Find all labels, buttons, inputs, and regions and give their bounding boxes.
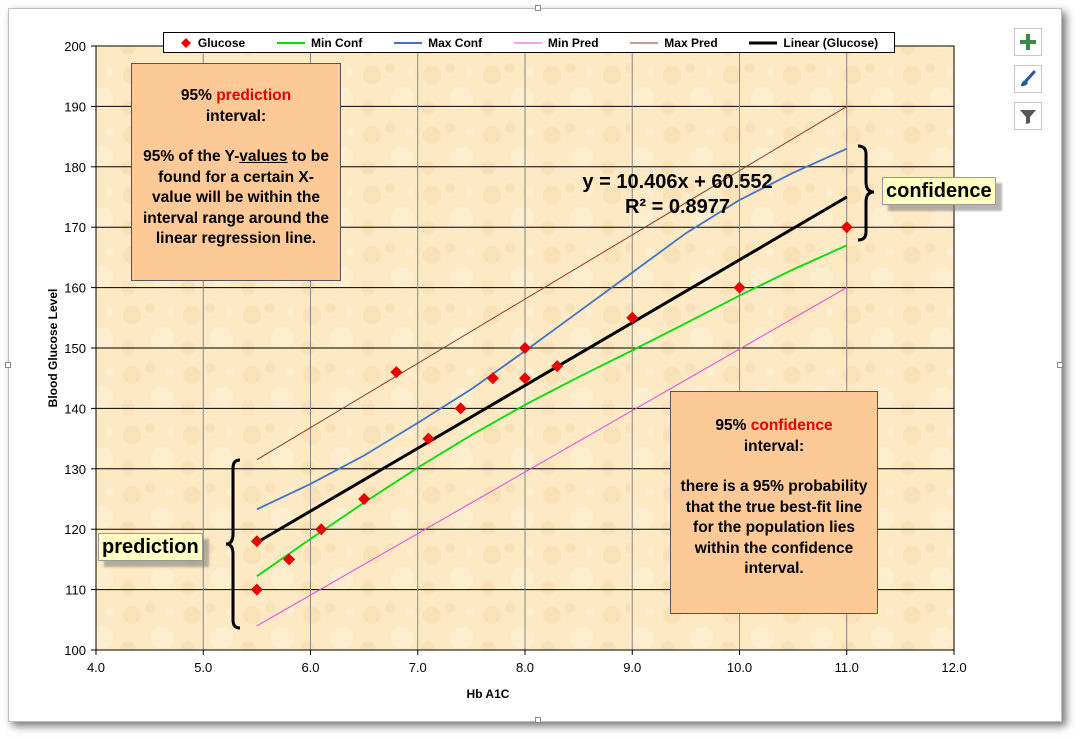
prediction-note-subtitle: interval: — [205, 107, 267, 125]
x-tick-label: 12.0 — [941, 660, 966, 675]
x-tick-label: 4.0 — [87, 660, 105, 675]
glucose-point[interactable] — [315, 523, 328, 536]
resize-handle-right[interactable] — [1057, 362, 1063, 368]
legend-entry-max-pred: Max Pred — [630, 35, 718, 50]
legend-entry-linear: Linear (Glucose) — [749, 36, 878, 50]
legend-label: Max Conf — [428, 35, 483, 50]
y-tick-label: 170 — [64, 220, 86, 235]
legend-label: Min Pred — [547, 35, 599, 50]
max-pred-line[interactable] — [256, 105, 848, 461]
r-squared-text: R² = 0.8977 — [624, 196, 731, 218]
line-swatch-icon — [277, 41, 305, 44]
chart-filters-button[interactable] — [1014, 102, 1042, 130]
series-layer — [256, 105, 848, 627]
glucose-point[interactable] — [422, 432, 435, 445]
confidence-note-body: there is a 95% probability that the true… — [680, 478, 868, 577]
glucose-point[interactable] — [250, 583, 263, 596]
glucose-point[interactable] — [454, 402, 467, 415]
y-tick-label: 160 — [64, 281, 86, 296]
legend-label: Linear (Glucose) — [783, 35, 879, 50]
linear-glucose-line[interactable] — [256, 195, 848, 544]
x-tick-label: 9.0 — [623, 660, 641, 675]
prediction-note-body: 95% of the Y-values to be found for a ce… — [142, 148, 330, 247]
prediction-callout: prediction — [98, 533, 203, 561]
glucose-point[interactable] — [390, 366, 403, 379]
trendline-equation: y = 10.406x + 60.552 R² = 0.8977 — [540, 170, 815, 220]
y-tick-label: 140 — [64, 401, 86, 416]
resize-handle-top[interactable] — [535, 5, 541, 11]
equation-text: y = 10.406x + 60.552 — [582, 171, 773, 193]
plus-icon — [1020, 34, 1036, 50]
glucose-point[interactable] — [840, 221, 853, 234]
resize-handle-left[interactable] — [5, 362, 11, 368]
legend-entry-min-pred: Min Pred — [513, 35, 599, 50]
glucose-point[interactable] — [519, 342, 531, 354]
points-layer — [250, 221, 853, 596]
legend-entry-min-conf: Min Conf — [277, 36, 362, 50]
prediction-note-title: 95% prediction — [180, 87, 292, 104]
line-swatch-icon — [749, 41, 778, 44]
prediction-brace — [225, 458, 241, 630]
glucose-point[interactable] — [626, 311, 639, 324]
confidence-callout: confidence — [882, 177, 996, 205]
diamond-marker-icon — [180, 37, 191, 48]
y-tick-label: 150 — [64, 341, 86, 356]
glucose-point[interactable] — [733, 281, 746, 294]
confidence-brace — [857, 144, 875, 242]
confidence-note-subtitle: interval: — [743, 437, 805, 455]
glucose-point[interactable] — [551, 360, 564, 373]
x-tick-label: 10.0 — [727, 660, 752, 675]
legend-label: Glucose — [197, 35, 246, 50]
legend[interactable]: Glucose Min Conf Max Conf Min Pred Max P… — [163, 32, 895, 53]
min-pred-line[interactable] — [256, 287, 848, 627]
x-tick-label: 7.0 — [409, 660, 427, 675]
y-tick-label: 130 — [64, 462, 86, 477]
glucose-point[interactable] — [283, 553, 296, 566]
y-tick-label: 100 — [64, 643, 86, 658]
line-swatch-icon — [513, 42, 542, 43]
legend-label: Min Conf — [311, 35, 363, 50]
y-axis: 100 110 120 130 140 150 160 170 180 190 200 — [64, 39, 96, 658]
confidence-highlight: confidence — [750, 417, 833, 434]
filter-icon — [1020, 110, 1036, 124]
legend-entry-glucose: Glucose — [180, 36, 245, 50]
x-axis: 4.0 5.0 6.0 7.0 8.0 9.0 10.0 11.0 12.0 — [87, 650, 967, 675]
y-tick-label: 120 — [64, 522, 86, 537]
resize-handle-bottom[interactable] — [535, 717, 541, 723]
prediction-highlight: prediction — [216, 87, 292, 104]
x-tick-label: 5.0 — [194, 660, 212, 675]
confidence-note: 95% confidence interval: there is a 95% … — [670, 391, 878, 614]
glucose-point[interactable] — [486, 372, 499, 385]
y-tick-label: 110 — [65, 583, 86, 598]
line-swatch-icon — [394, 41, 423, 44]
prediction-note: 95% prediction interval: 95% of the Y-va… — [131, 63, 341, 281]
x-axis-title: Hb A1C — [467, 687, 510, 701]
x-tick-label: 8.0 — [516, 660, 534, 675]
legend-label: Max Pred — [664, 35, 718, 50]
y-tick-label: 190 — [64, 99, 86, 114]
confidence-note-title: 95% confidence — [715, 417, 833, 434]
line-swatch-icon — [630, 42, 659, 43]
y-tick-label: 200 — [64, 39, 86, 54]
chart-styles-button[interactable] — [1014, 65, 1042, 93]
y-tick-label: 180 — [64, 160, 86, 175]
add-chart-element-button[interactable] — [1014, 28, 1042, 56]
y-axis-title: Blood Glucose Level — [46, 289, 60, 408]
glucose-point[interactable] — [250, 535, 263, 548]
glucose-point[interactable] — [358, 493, 371, 505]
max-conf-line[interactable] — [256, 147, 848, 511]
legend-entry-max-conf: Max Conf — [394, 36, 482, 50]
paintbrush-icon — [1021, 70, 1036, 87]
min-conf-line[interactable] — [256, 244, 848, 578]
glucose-point[interactable] — [519, 372, 531, 385]
x-tick-label: 6.0 — [301, 660, 319, 675]
x-tick-label: 11.0 — [835, 660, 859, 675]
